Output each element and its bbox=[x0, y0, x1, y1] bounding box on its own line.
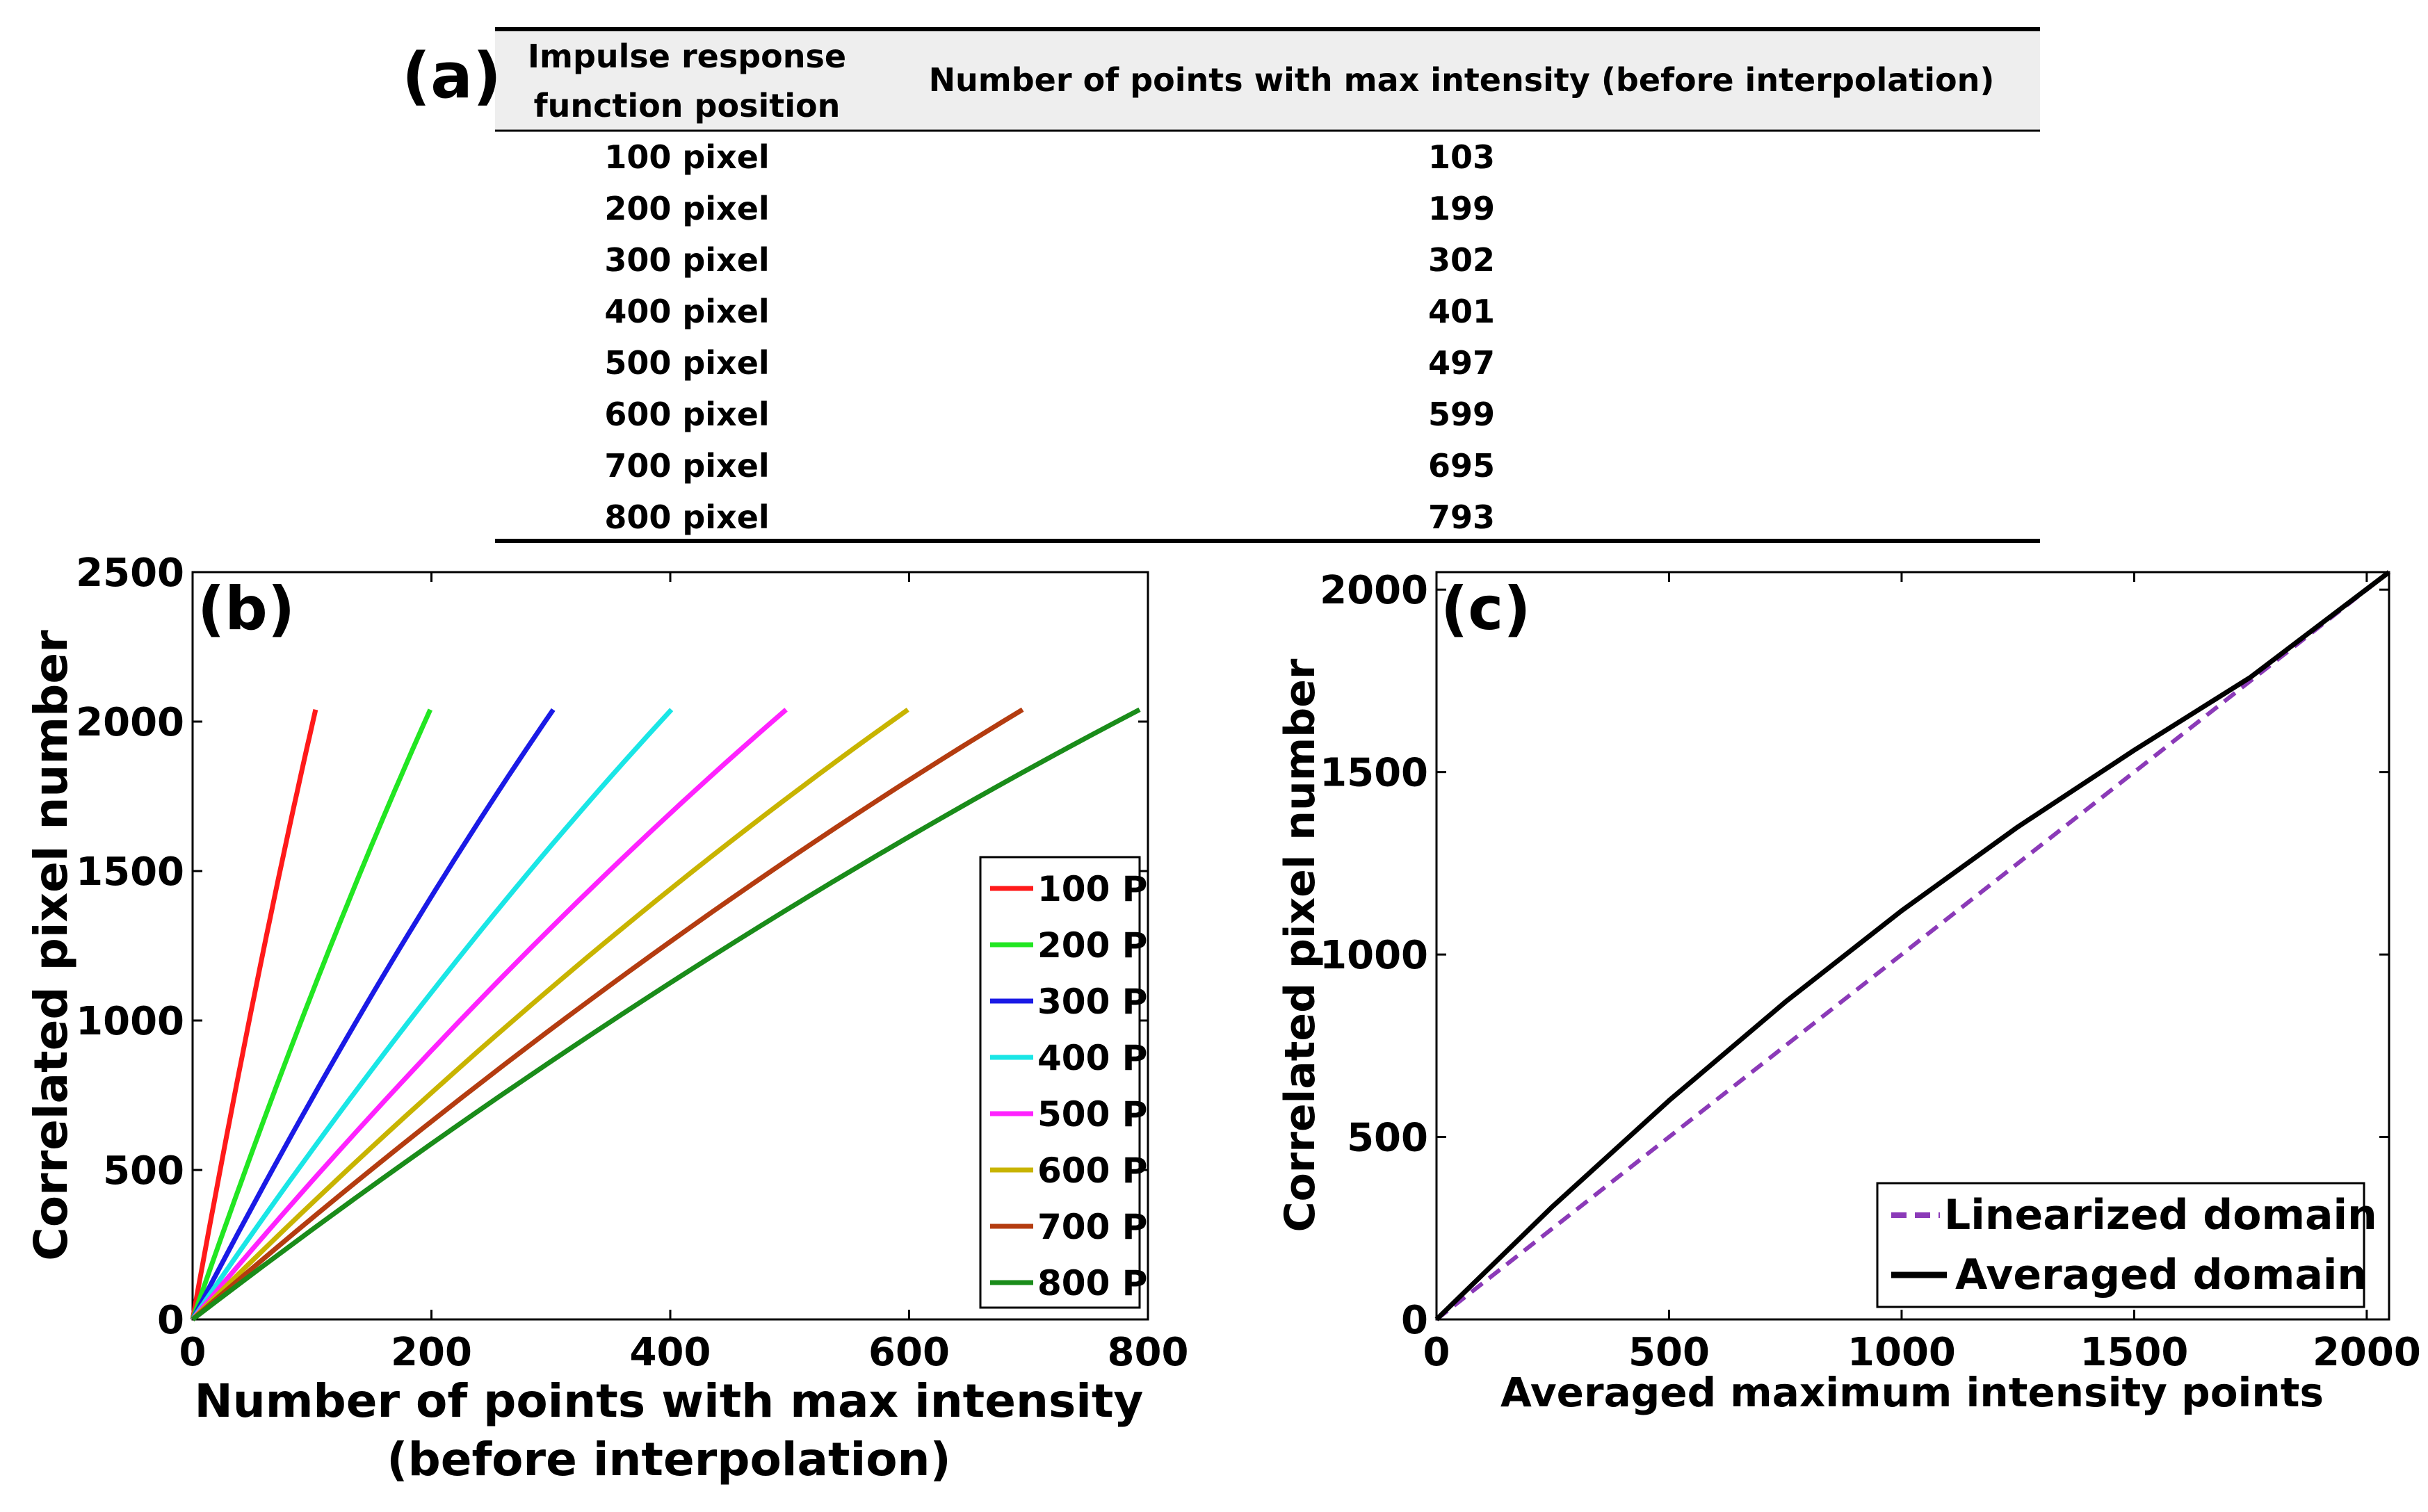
plot-c-series bbox=[1434, 570, 2391, 1322]
x-tick-label: 600 bbox=[868, 1330, 950, 1375]
y-tick-label: 1000 bbox=[1320, 933, 1428, 978]
table-cell-position: 600 pixel bbox=[604, 396, 769, 433]
table-body: 100 pixel 103 200 pixel 199 300 pixel 30… bbox=[604, 138, 1495, 536]
series-line bbox=[1435, 570, 2390, 1322]
x-tick-label: 1500 bbox=[2080, 1330, 2188, 1375]
x-tick-label: 2000 bbox=[2313, 1330, 2421, 1375]
series-line bbox=[190, 709, 318, 1320]
y-tick-label: 2000 bbox=[1320, 568, 1428, 613]
series-line bbox=[190, 708, 556, 1321]
legend-label: 400 P bbox=[1037, 1038, 1147, 1078]
legend-label: 100 P bbox=[1037, 869, 1147, 909]
plot-c-legend: Linearized domain Averaged domain bbox=[1876, 1182, 2377, 1308]
table-header-background bbox=[495, 29, 2040, 130]
plot-c-ticks: 0 500 1000 1500 2000 0 500 1000 1500 2000 bbox=[1320, 568, 2421, 1375]
legend-label: 200 P bbox=[1037, 925, 1147, 966]
y-tick-label: 1500 bbox=[1320, 751, 1428, 796]
plot-b-legend: 100 P 200 P 300 P 400 P 500 P 600 P 700 … bbox=[979, 856, 1147, 1309]
panel-c-label: (c) bbox=[1441, 574, 1531, 644]
series-line bbox=[191, 707, 909, 1322]
plot-b-series bbox=[190, 707, 1141, 1322]
table-cell-position: 300 pixel bbox=[604, 241, 769, 279]
table-cell-points: 302 bbox=[1428, 241, 1495, 279]
panel-a-label: (a) bbox=[402, 40, 501, 113]
y-tick-label: 2500 bbox=[76, 551, 184, 596]
x-tick-label: 200 bbox=[391, 1330, 472, 1375]
table-cell-points: 497 bbox=[1428, 344, 1495, 382]
series-line bbox=[1434, 570, 2391, 1322]
x-tick-label: 800 bbox=[1108, 1330, 1189, 1375]
x-tick-label: 400 bbox=[630, 1330, 711, 1375]
table-cell-position: 800 pixel bbox=[604, 498, 769, 536]
plot-c-xlabel: Averaged maximum intensity points bbox=[1500, 1369, 2324, 1416]
table-col1-header-line2: function position bbox=[534, 87, 841, 124]
y-tick-label: 500 bbox=[103, 1148, 184, 1194]
table-cell-points: 199 bbox=[1428, 190, 1495, 227]
y-tick-label: 0 bbox=[157, 1298, 184, 1343]
legend-label: Linearized domain bbox=[1944, 1191, 2377, 1239]
table-cell-position: 400 pixel bbox=[604, 293, 769, 330]
table-cell-points: 793 bbox=[1428, 498, 1495, 536]
legend-box bbox=[1876, 1182, 2365, 1308]
legend-label: 300 P bbox=[1037, 982, 1147, 1022]
table-col2-header: Number of points with max intensity (bef… bbox=[929, 61, 1995, 99]
legend-label: Averaged domain bbox=[1955, 1251, 2367, 1299]
plot-b-xlabel-line1: Number of points with max intensity bbox=[195, 1374, 1144, 1428]
plot-b-xlabel-line2: (before interpolation) bbox=[387, 1433, 950, 1486]
table-col1-header-line1: Impulse response bbox=[528, 38, 846, 75]
x-tick-label: 1000 bbox=[1847, 1330, 1956, 1375]
x-tick-label: 500 bbox=[1628, 1330, 1710, 1375]
panel-c-chart: 0 500 1000 1500 2000 0 500 1000 1500 2000 (c) Ave… bbox=[1276, 568, 2421, 1416]
legend-label: 600 P bbox=[1037, 1151, 1147, 1191]
legend-label: 500 P bbox=[1037, 1094, 1147, 1135]
table-cell-position: 500 pixel bbox=[604, 344, 769, 382]
y-tick-label: 500 bbox=[1347, 1116, 1428, 1161]
table-cell-position: 100 pixel bbox=[604, 138, 769, 176]
series-line bbox=[191, 707, 1141, 1322]
panel-b-label: (b) bbox=[197, 574, 295, 644]
legend-swatches bbox=[990, 886, 1033, 1285]
table-cell-points: 103 bbox=[1428, 138, 1495, 176]
y-tick-label: 2000 bbox=[76, 700, 184, 745]
plot-c-frame bbox=[1435, 571, 2390, 1321]
series-line bbox=[191, 707, 1024, 1322]
y-tick-label: 1500 bbox=[76, 850, 184, 895]
y-tick-label: 1000 bbox=[76, 999, 184, 1044]
series-line bbox=[191, 708, 788, 1322]
table-cell-points: 401 bbox=[1428, 293, 1495, 330]
legend-label: 800 P bbox=[1037, 1263, 1147, 1303]
x-tick-label: 0 bbox=[1423, 1330, 1450, 1375]
series-line bbox=[191, 708, 674, 1321]
plot-b-ylabel: Correlated pixel number bbox=[24, 630, 78, 1261]
table-cell-position: 700 pixel bbox=[604, 447, 769, 485]
legend-label: 700 P bbox=[1037, 1207, 1147, 1247]
table-cell-points: 695 bbox=[1428, 447, 1495, 485]
plot-b-ticks: 0 200 400 600 800 0 500 1000 1500 2000 2500 bbox=[76, 551, 1188, 1375]
x-tick-label: 0 bbox=[179, 1330, 207, 1375]
panel-b-chart: 0 200 400 600 800 0 500 1000 1500 2000 2500 (b) Nu… bbox=[24, 551, 1188, 1486]
series-line bbox=[190, 708, 432, 1321]
y-tick-label: 0 bbox=[1401, 1298, 1428, 1343]
legend-box bbox=[979, 856, 1141, 1309]
table-cell-position: 200 pixel bbox=[604, 190, 769, 227]
table-cell-points: 599 bbox=[1428, 396, 1495, 433]
panel-a-table: (a) Impulse response function position N… bbox=[402, 27, 2040, 543]
plot-c-ylabel: Correlated pixel number bbox=[1276, 658, 1325, 1232]
